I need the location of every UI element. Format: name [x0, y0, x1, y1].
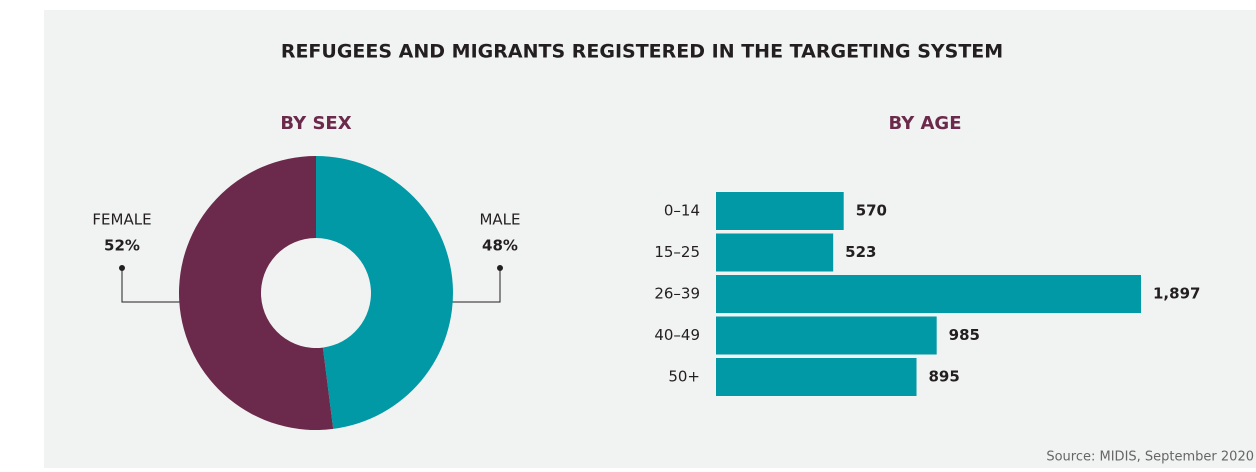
bar: [716, 275, 1141, 313]
y-tick-label: 15–25: [654, 243, 700, 261]
bar: [716, 358, 917, 396]
y-tick-label: 26–39: [654, 285, 700, 303]
slice-label: FEMALE: [92, 211, 151, 229]
value-label: 523: [845, 243, 876, 261]
bar: [716, 233, 834, 272]
pie-title: BY SEX: [280, 113, 351, 134]
slice-label: MALE: [479, 211, 520, 229]
leaders: [119, 265, 503, 303]
slice-value-label: 48%: [482, 237, 518, 255]
value-label: 895: [929, 368, 960, 386]
y-tick-label: 0–14: [664, 202, 700, 220]
value-label: 1,897: [1153, 285, 1200, 303]
chart-title: REFUGEES AND MIGRANTS REGISTERED IN THE …: [281, 41, 1003, 63]
y-tick-label: 40–49: [654, 326, 700, 344]
y-tick-label: 50+: [668, 368, 700, 386]
bar-title: BY AGE: [888, 113, 961, 134]
leader-line: [450, 268, 501, 303]
leader-dot: [497, 265, 503, 271]
leader-dot: [119, 265, 125, 271]
donut-slice: [178, 156, 334, 431]
source: Source: MIDIS, September 2020: [1046, 450, 1254, 465]
value-label: 570: [856, 202, 887, 220]
donut-slice: [316, 156, 453, 429]
bar: [716, 192, 844, 230]
value-label: 985: [949, 326, 980, 344]
slice-value-label: 52%: [104, 237, 140, 255]
leader-line: [121, 268, 182, 303]
bar: [716, 316, 937, 355]
